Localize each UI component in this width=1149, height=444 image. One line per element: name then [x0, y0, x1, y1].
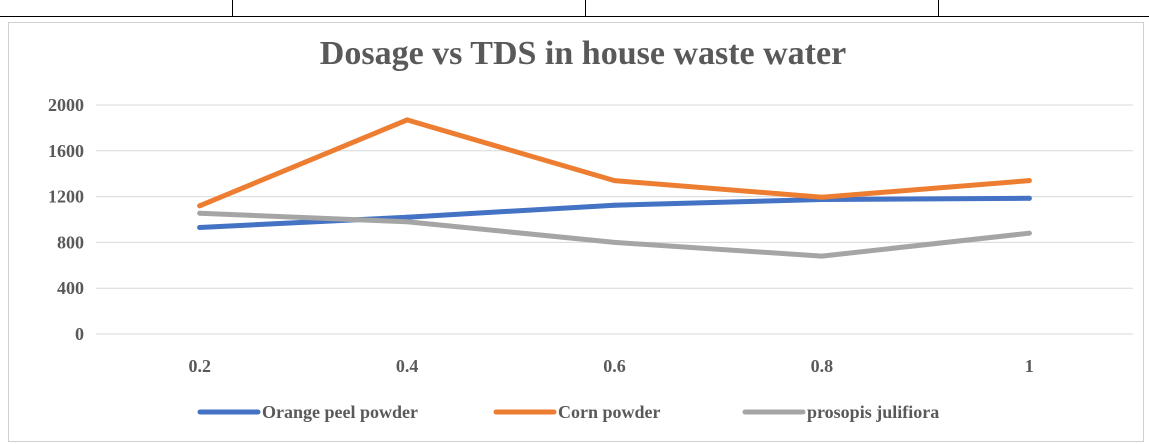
- data-point: [404, 214, 410, 220]
- chart-frame: [8, 22, 1144, 442]
- data-point: [612, 239, 617, 245]
- table-divider: [938, 0, 939, 16]
- y-tick-label: 1200: [48, 187, 84, 207]
- data-point: [197, 203, 203, 209]
- data-point: [197, 225, 203, 231]
- table-divider: [232, 0, 233, 16]
- x-axis-ticks: 0.2 0.4 0.6 0.8 1: [188, 356, 1033, 376]
- x-tick-label: 0.6: [603, 356, 626, 376]
- data-point: [404, 117, 410, 123]
- legend: Orange peel powder Corn powder prosopis ju…: [197, 402, 939, 422]
- table-border-strip: [0, 0, 1149, 17]
- y-tick-label: 0: [75, 324, 84, 344]
- x-tick-label: 0.4: [396, 356, 419, 376]
- x-tick-label: 0.2: [188, 356, 211, 376]
- legend-label-1: Corn powder: [558, 402, 661, 422]
- data-point: [819, 194, 825, 200]
- data-point: [819, 253, 825, 259]
- data-point: [1026, 195, 1032, 201]
- y-tick-label: 800: [57, 232, 84, 252]
- y-tick-label: 2000: [48, 95, 84, 115]
- series-line-2: [197, 210, 1032, 259]
- legend-label-2: prosopis julifiora: [807, 402, 939, 422]
- legend-label-0: Orange peel powder: [262, 402, 418, 422]
- series-line-1: [197, 117, 1032, 209]
- data-point: [1026, 178, 1032, 184]
- y-axis-ticks: 0 400 800 1200 1600 2000: [48, 95, 84, 344]
- data-point: [612, 178, 617, 184]
- data-point: [1026, 230, 1032, 236]
- gridlines: [96, 104, 1133, 335]
- x-tick-label: 0.8: [811, 356, 834, 376]
- x-tick-label: 1: [1025, 356, 1034, 376]
- data-point: [404, 219, 410, 225]
- series-lines: [197, 117, 1032, 259]
- chart-title: Dosage vs TDS in house waste water: [320, 35, 846, 72]
- table-divider: [585, 0, 586, 16]
- series-line-0: [197, 195, 1032, 230]
- data-point: [197, 210, 203, 216]
- data-point: [612, 202, 617, 208]
- y-tick-label: 400: [57, 278, 84, 298]
- y-tick-label: 1600: [48, 141, 84, 161]
